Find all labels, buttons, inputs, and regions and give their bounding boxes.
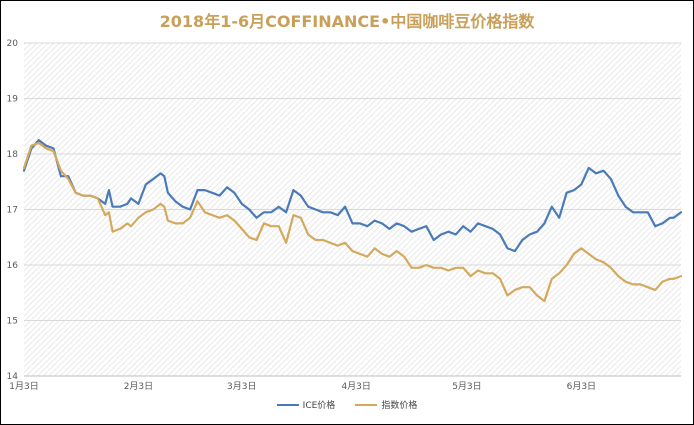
legend-item-index: 指数价格 [355, 398, 417, 411]
y-tick-label: 14 [7, 372, 19, 382]
chart-title: 2018年1-6月COFFINANCE•中国咖啡豆价格指数 [159, 12, 535, 31]
legend-item-ice: ICE价格 [276, 398, 336, 411]
x-tick-label: 1月3日 [9, 381, 38, 392]
y-tick-label: 18 [7, 150, 19, 160]
y-tick-label: 16 [7, 261, 19, 271]
x-tick-label: 4月3日 [341, 381, 370, 392]
series-line-0 [22, 139, 683, 253]
x-tick-label: 5月3日 [452, 381, 481, 392]
legend-label-index: 指数价格 [381, 401, 418, 411]
x-tick-label: 3月3日 [227, 381, 256, 392]
legend-label-ice: ICE价格 [302, 401, 336, 411]
legend: ICE价格 指数价格 [0, 398, 694, 411]
legend-swatch-ice [276, 403, 299, 406]
x-tick-label: 6月3日 [567, 381, 596, 392]
y-tick-label: 17 [7, 206, 18, 216]
y-tick-label: 19 [7, 95, 19, 105]
x-tick-label: 2月3日 [124, 381, 153, 392]
legend-swatch-index [355, 403, 378, 406]
series-line-1 [22, 141, 683, 303]
y-tick-label: 20 [7, 39, 19, 49]
y-tick-label: 15 [7, 317, 18, 327]
